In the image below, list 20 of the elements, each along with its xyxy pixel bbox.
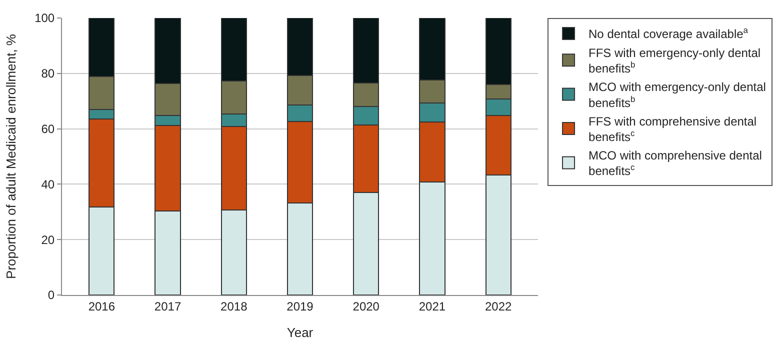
- y-axis-title: Proportion of adult Medicaid enrollment, %: [4, 34, 19, 279]
- x-tick-label: 2016: [88, 299, 116, 314]
- y-tick-label: 40: [41, 177, 55, 192]
- x-tick-label: 2022: [484, 299, 512, 314]
- legend-label: FFS with emergency-only dental benefits$^{b}$: [588, 46, 761, 76]
- y-tick-label: 80: [41, 66, 55, 81]
- x-axis-title: Year: [286, 325, 314, 340]
- y-tick-label: 0: [48, 288, 55, 302]
- legend-label: FFS with comprehensive dental benefits$^{c}$: [588, 114, 757, 144]
- x-tick-label: 2019: [286, 299, 314, 314]
- y-tick-label: 60: [41, 122, 55, 136]
- y-tick-label: 20: [41, 232, 55, 247]
- x-tick-label: 2018: [220, 299, 248, 314]
- y-tick-label: 100: [34, 11, 55, 26]
- legend-label: No dental coverage available$^{a}$: [588, 25, 748, 42]
- x-tick-label: 2020: [352, 299, 380, 314]
- x-tick-label: 2021: [418, 299, 446, 314]
- x-tick-label: 2017: [154, 299, 182, 314]
- legend-label: MCO with comprehensive dental benefits$^{c}$: [588, 148, 762, 178]
- legend-label: MCO with emergency-only dental benefits$^{b}$: [588, 80, 766, 110]
